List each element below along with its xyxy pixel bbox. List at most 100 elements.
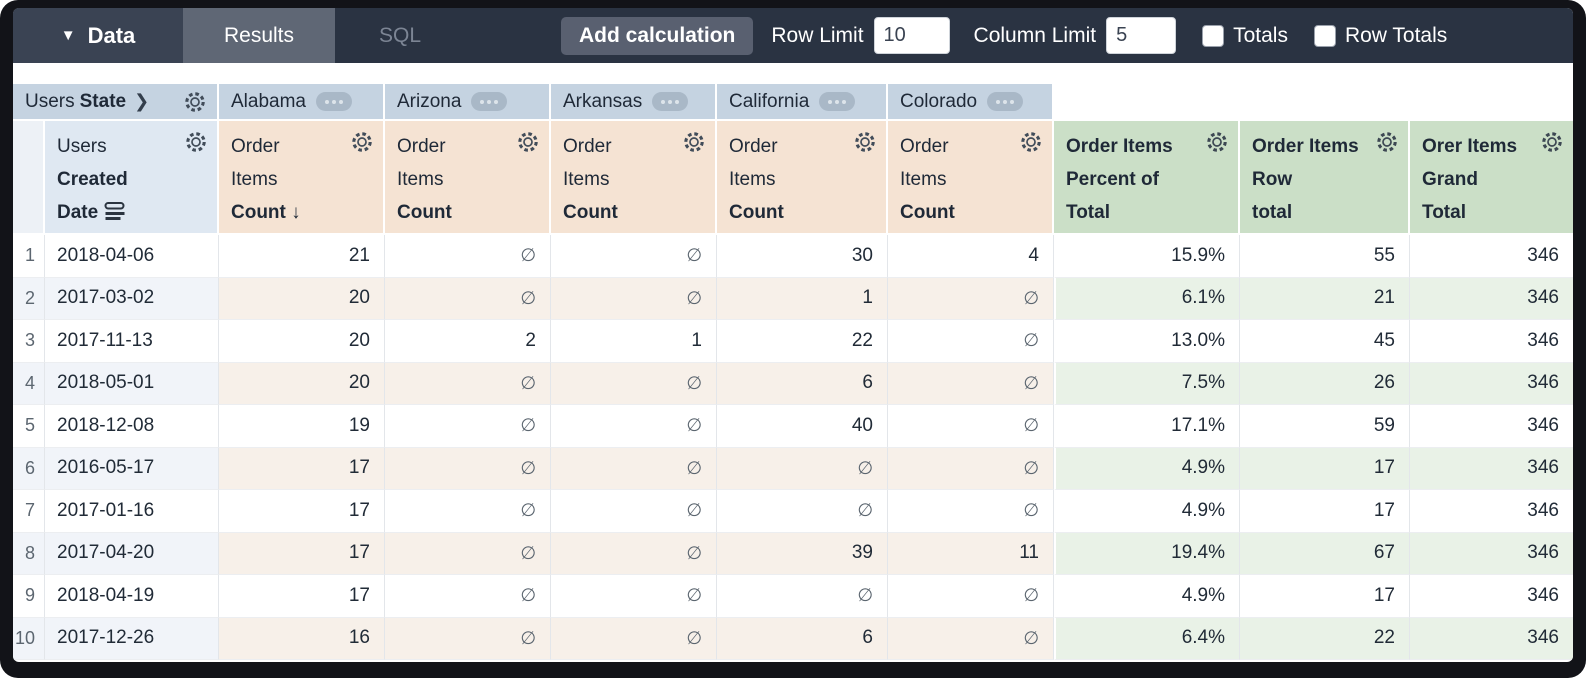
measure-cell[interactable]: ∅ bbox=[888, 447, 1054, 490]
percent-cell[interactable]: 4.9% bbox=[1054, 575, 1240, 618]
measure-cell[interactable]: ∅ bbox=[385, 277, 551, 320]
percent-cell[interactable]: 15.9% bbox=[1054, 235, 1240, 278]
measure-cell[interactable]: ∅ bbox=[385, 447, 551, 490]
measure-cell[interactable]: 1 bbox=[717, 277, 888, 320]
measure-cell[interactable]: 17 bbox=[219, 532, 385, 575]
gear-icon[interactable] bbox=[1205, 130, 1229, 154]
row-total-cell[interactable]: 67 bbox=[1240, 532, 1410, 575]
percent-cell[interactable]: 7.5% bbox=[1054, 362, 1240, 405]
date-cell[interactable]: 2018-04-19 bbox=[45, 575, 219, 618]
column-header-order-items-count[interactable]: Order Items Count bbox=[551, 121, 717, 233]
gear-icon[interactable] bbox=[183, 90, 207, 114]
row-totals-toggle[interactable]: Row Totals bbox=[1313, 24, 1447, 48]
column-limit-input[interactable] bbox=[1106, 17, 1177, 54]
totals-checkbox[interactable] bbox=[1202, 24, 1225, 47]
measure-cell[interactable]: ∅ bbox=[551, 532, 717, 575]
measure-cell[interactable]: 17 bbox=[219, 490, 385, 533]
measure-cell[interactable]: ∅ bbox=[385, 490, 551, 533]
measure-cell[interactable]: ∅ bbox=[888, 362, 1054, 405]
measure-cell[interactable]: ∅ bbox=[385, 235, 551, 278]
column-header-row-total[interactable]: Order Items Row total bbox=[1240, 121, 1410, 233]
column-header-order-items-count[interactable]: Order Items Count bbox=[717, 121, 888, 233]
add-calculation-button[interactable]: Add calculation bbox=[561, 16, 754, 55]
row-total-cell[interactable]: 21 bbox=[1240, 277, 1410, 320]
measure-cell[interactable]: ∅ bbox=[717, 490, 888, 533]
row-total-cell[interactable]: 22 bbox=[1240, 617, 1410, 660]
date-cell[interactable]: 2017-12-26 bbox=[45, 617, 219, 660]
grand-total-cell[interactable]: 346 bbox=[1410, 617, 1573, 660]
measure-cell[interactable]: ∅ bbox=[551, 405, 717, 448]
ellipsis-menu-icon[interactable] bbox=[316, 92, 352, 111]
column-header-percent-of-total[interactable]: Order Items Percent of Total bbox=[1054, 121, 1240, 233]
percent-cell[interactable]: 17.1% bbox=[1054, 405, 1240, 448]
measure-cell[interactable]: 17 bbox=[219, 447, 385, 490]
grand-total-cell[interactable]: 346 bbox=[1410, 362, 1573, 405]
column-header-order-items-count[interactable]: Order Items Count ↓ bbox=[219, 121, 385, 233]
row-total-cell[interactable]: 45 bbox=[1240, 320, 1410, 363]
measure-cell[interactable]: 17 bbox=[219, 575, 385, 618]
measure-cell[interactable]: ∅ bbox=[551, 617, 717, 660]
percent-cell[interactable]: 4.9% bbox=[1054, 447, 1240, 490]
grand-total-cell[interactable]: 346 bbox=[1410, 532, 1573, 575]
measure-cell[interactable]: 11 bbox=[888, 532, 1054, 575]
pivot-value-header[interactable]: Arizona bbox=[385, 84, 551, 119]
gear-icon[interactable] bbox=[350, 130, 374, 154]
pivot-dimension-header[interactable]: Users State ❯ bbox=[13, 84, 219, 119]
date-cell[interactable]: 2018-12-08 bbox=[45, 405, 219, 448]
ellipsis-menu-icon[interactable] bbox=[819, 92, 856, 111]
measure-cell[interactable]: ∅ bbox=[385, 532, 551, 575]
measure-cell[interactable]: 4 bbox=[888, 235, 1054, 278]
measure-cell[interactable]: 39 bbox=[717, 532, 888, 575]
measure-cell[interactable]: ∅ bbox=[717, 447, 888, 490]
measure-cell[interactable]: 1 bbox=[551, 320, 717, 363]
ellipsis-menu-icon[interactable] bbox=[652, 92, 689, 111]
date-cell[interactable]: 2017-03-02 bbox=[45, 277, 219, 320]
gear-icon[interactable] bbox=[682, 130, 706, 154]
date-cell[interactable]: 2016-05-17 bbox=[45, 447, 219, 490]
gear-icon[interactable] bbox=[1375, 130, 1399, 154]
measure-cell[interactable]: 40 bbox=[717, 405, 888, 448]
percent-cell[interactable]: 6.4% bbox=[1054, 617, 1240, 660]
measure-cell[interactable]: 20 bbox=[219, 277, 385, 320]
measure-cell[interactable]: ∅ bbox=[888, 405, 1054, 448]
gear-icon[interactable] bbox=[853, 130, 877, 154]
date-cell[interactable]: 2018-05-01 bbox=[45, 362, 219, 405]
measure-cell[interactable]: 20 bbox=[219, 320, 385, 363]
percent-cell[interactable]: 13.0% bbox=[1054, 320, 1240, 363]
gear-icon[interactable] bbox=[1019, 130, 1043, 154]
column-header-order-items-count[interactable]: Order Items Count bbox=[888, 121, 1054, 233]
ellipsis-menu-icon[interactable] bbox=[471, 92, 508, 111]
measure-cell[interactable]: ∅ bbox=[888, 490, 1054, 533]
row-total-cell[interactable]: 26 bbox=[1240, 362, 1410, 405]
grand-total-cell[interactable]: 346 bbox=[1410, 447, 1573, 490]
pivot-value-header[interactable]: Alabama bbox=[219, 84, 385, 119]
gear-icon[interactable] bbox=[184, 130, 208, 154]
measure-cell[interactable]: ∅ bbox=[888, 575, 1054, 618]
pivot-value-header[interactable]: Colorado bbox=[888, 84, 1054, 119]
percent-cell[interactable]: 19.4% bbox=[1054, 532, 1240, 575]
measure-cell[interactable]: 20 bbox=[219, 362, 385, 405]
row-total-cell[interactable]: 59 bbox=[1240, 405, 1410, 448]
measure-cell[interactable]: ∅ bbox=[888, 320, 1054, 363]
date-cell[interactable]: 2017-04-20 bbox=[45, 532, 219, 575]
measure-cell[interactable]: ∅ bbox=[551, 490, 717, 533]
pivot-value-header[interactable]: Arkansas bbox=[551, 84, 717, 119]
column-header-users-created-date[interactable]: Users Created Date bbox=[45, 121, 219, 233]
date-cell[interactable]: 2017-01-16 bbox=[45, 490, 219, 533]
measure-cell[interactable]: ∅ bbox=[888, 617, 1054, 660]
measure-cell[interactable]: 2 bbox=[385, 320, 551, 363]
grand-total-cell[interactable]: 346 bbox=[1410, 490, 1573, 533]
measure-cell[interactable]: ∅ bbox=[385, 362, 551, 405]
ellipsis-menu-icon[interactable] bbox=[987, 92, 1024, 111]
measure-cell[interactable]: 16 bbox=[219, 617, 385, 660]
row-totals-checkbox[interactable] bbox=[1313, 24, 1336, 47]
percent-cell[interactable]: 4.9% bbox=[1054, 490, 1240, 533]
measure-cell[interactable]: ∅ bbox=[385, 617, 551, 660]
measure-cell[interactable]: 6 bbox=[717, 617, 888, 660]
measure-cell[interactable]: 30 bbox=[717, 235, 888, 278]
grand-total-cell[interactable]: 346 bbox=[1410, 277, 1573, 320]
percent-cell[interactable]: 6.1% bbox=[1054, 277, 1240, 320]
measure-cell[interactable]: ∅ bbox=[385, 575, 551, 618]
grand-total-cell[interactable]: 346 bbox=[1410, 320, 1573, 363]
measure-cell[interactable]: 6 bbox=[717, 362, 888, 405]
